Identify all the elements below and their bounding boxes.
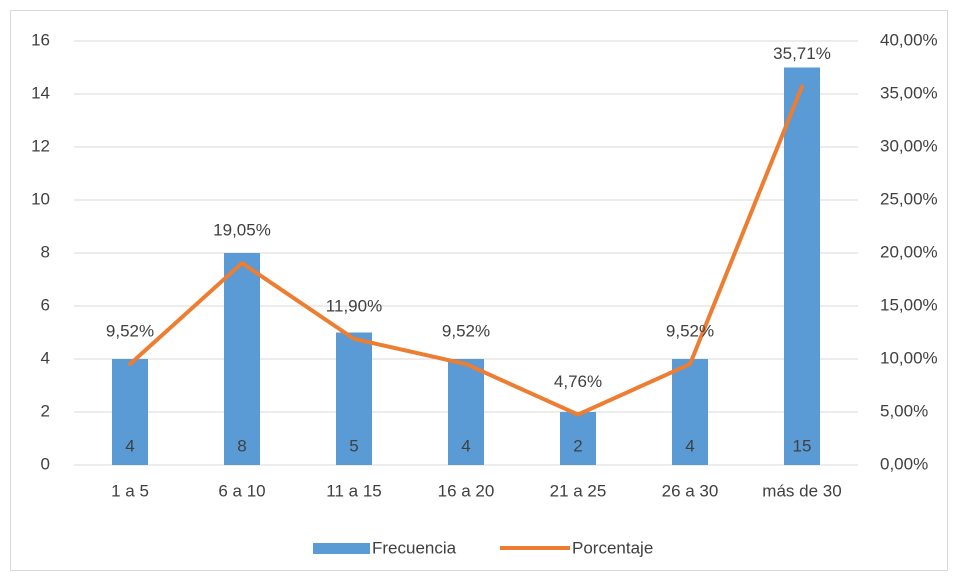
- bar: [336, 332, 372, 465]
- line-label: 9,52%: [666, 322, 714, 341]
- bar-label: 4: [461, 436, 470, 455]
- line-label: 9,52%: [442, 322, 490, 341]
- x-tick-label: 16 a 20: [438, 481, 495, 500]
- bar-label: 8: [237, 436, 246, 455]
- y2-tick-label: 10,00%: [880, 348, 938, 367]
- x-tick-label: 26 a 30: [662, 481, 719, 500]
- line-label: 9,52%: [106, 322, 154, 341]
- line-label: 35,71%: [773, 44, 831, 63]
- line-label: 19,05%: [213, 221, 271, 240]
- y-tick-label: 6: [41, 295, 50, 314]
- x-tick-label: 11 a 15: [326, 481, 381, 500]
- bar: [112, 359, 148, 465]
- y-tick-label: 12: [31, 136, 50, 155]
- bar-label: 2: [573, 436, 582, 455]
- legend-swatch: [313, 543, 370, 554]
- line-label: 4,76%: [554, 372, 602, 391]
- y2-tick-label: 35,00%: [880, 83, 938, 102]
- y2-tick-label: 0,00%: [880, 454, 928, 473]
- x-tick-label: 21 a 25: [550, 481, 607, 500]
- y2-tick-label: 20,00%: [880, 242, 938, 261]
- y-tick-label: 10: [31, 189, 50, 208]
- bar: [448, 359, 484, 465]
- bar-label: 4: [125, 436, 134, 455]
- bar: [560, 412, 596, 465]
- bar: [784, 67, 820, 465]
- y-tick-label: 14: [31, 83, 50, 102]
- legend-label: Porcentaje: [572, 538, 653, 557]
- y2-tick-label: 25,00%: [880, 189, 938, 208]
- y-tick-label: 0: [41, 454, 50, 473]
- bar: [224, 253, 260, 465]
- bar-label: 4: [685, 436, 694, 455]
- bar: [672, 359, 708, 465]
- legend-label: Frecuencia: [372, 538, 457, 557]
- line: [128, 84, 804, 417]
- bar-label: 5: [349, 436, 358, 455]
- y2-tick-label: 5,00%: [880, 401, 928, 420]
- x-tick-label: 6 a 10: [218, 481, 265, 500]
- y-tick-label: 2: [41, 401, 50, 420]
- y2-tick-label: 30,00%: [880, 136, 938, 155]
- x-tick-label: más de 30: [762, 481, 841, 500]
- y-tick-label: 4: [41, 348, 50, 367]
- y2-tick-label: 40,00%: [880, 30, 938, 49]
- y2-tick-label: 15,00%: [880, 295, 938, 314]
- y-tick-label: 8: [41, 242, 50, 261]
- y-tick-label: 16: [31, 30, 50, 49]
- bar-label: 15: [793, 436, 812, 455]
- x-tick-label: 1 a 5: [111, 481, 149, 500]
- line-label: 11,90%: [326, 296, 382, 315]
